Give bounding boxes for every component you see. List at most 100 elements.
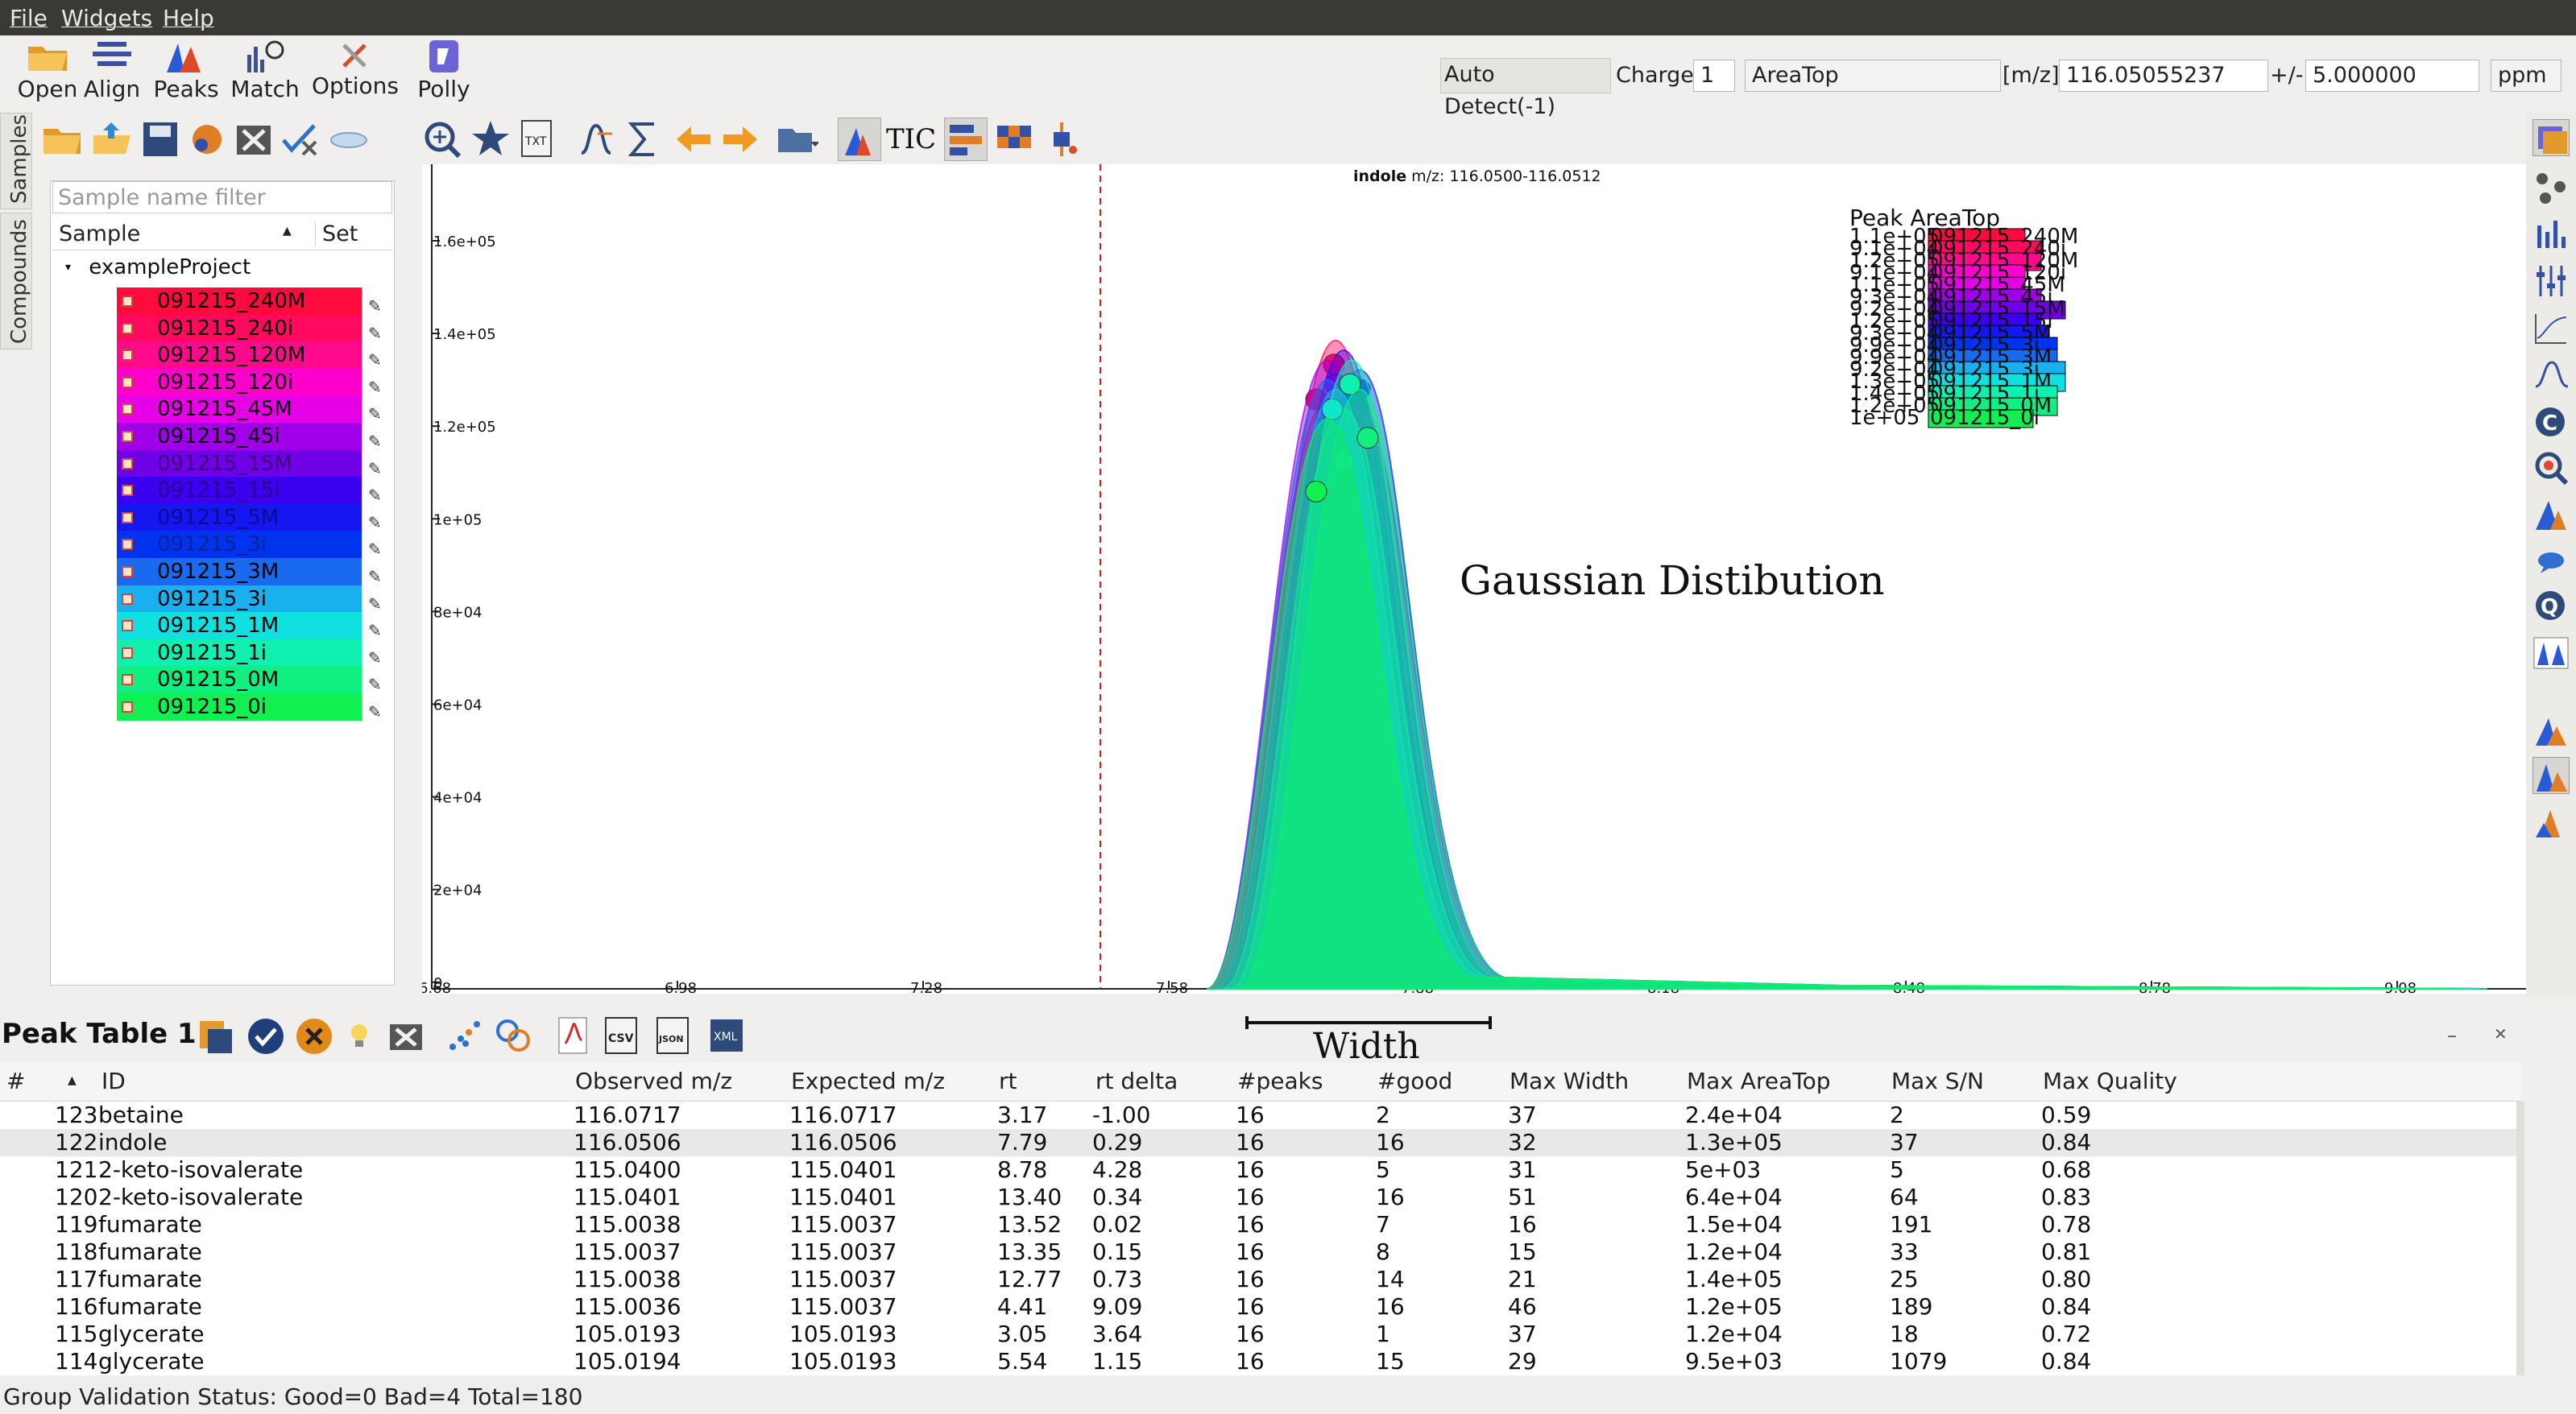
export-xml-icon[interactable]: XML bbox=[706, 1016, 748, 1056]
ppm-tolerance-input[interactable]: 5.000000 bbox=[2305, 60, 2479, 92]
project-tree-node[interactable]: ▾ exampleProject bbox=[65, 255, 251, 279]
col-rt-delta[interactable]: rt delta bbox=[1095, 1068, 1178, 1094]
sample-item[interactable]: 091215_240i ✎ bbox=[117, 314, 382, 343]
menu-help[interactable]: Help bbox=[163, 5, 214, 31]
sample-checkbox[interactable] bbox=[122, 431, 133, 442]
sample-item[interactable]: 091215_120i ✎ bbox=[117, 368, 382, 397]
table-row[interactable]: 118 fumarate 115.0037 115.0037 13.35 0.15 16 8 1… bbox=[0, 1238, 2521, 1266]
mark-bad-icon[interactable] bbox=[293, 1016, 335, 1056]
sample-checkbox[interactable] bbox=[122, 593, 133, 605]
col-id[interactable]: ID bbox=[101, 1068, 126, 1094]
arrow-left-icon[interactable] bbox=[672, 118, 715, 161]
table-row[interactable]: 117 fumarate 115.0038 115.0037 12.77 0.73 16 14… bbox=[0, 1266, 2521, 1293]
lens-icon[interactable] bbox=[327, 118, 371, 161]
col-max-areatop[interactable]: Max AreaTop bbox=[1687, 1068, 1831, 1094]
sample-item[interactable]: 091215_15M ✎ bbox=[117, 449, 382, 478]
edit-pencil-icon[interactable]: ✎ bbox=[368, 486, 382, 506]
edit-pencil-icon[interactable]: ✎ bbox=[368, 567, 382, 586]
tab-samples[interactable]: Samples bbox=[0, 113, 32, 209]
match-button[interactable]: Match bbox=[221, 39, 309, 111]
edit-pencil-icon[interactable]: ✎ bbox=[368, 458, 382, 478]
export-txt-icon[interactable]: TXT bbox=[516, 118, 559, 161]
sample-item[interactable]: 091215_45M ✎ bbox=[117, 395, 382, 424]
table-row[interactable]: 115 glycerate 105.0193 105.0193 3.05 3.64 16 1 3… bbox=[0, 1321, 2521, 1348]
sample-checkbox[interactable] bbox=[122, 620, 133, 632]
auto-detect-button[interactable]: Auto Detect(-1) bbox=[1440, 58, 1611, 119]
sample-item[interactable]: 091215_45i ✎ bbox=[117, 423, 382, 451]
peaks-button[interactable]: Peaks bbox=[142, 39, 230, 111]
table-row[interactable]: 122 indole 116.0506 116.0506 7.79 0.29 16 16 32 1… bbox=[0, 1129, 2521, 1156]
sample-checkbox[interactable] bbox=[122, 403, 133, 416]
edit-pencil-icon[interactable]: ✎ bbox=[368, 296, 382, 316]
export-pdf-icon[interactable] bbox=[553, 1016, 594, 1056]
sample-checkbox[interactable] bbox=[122, 539, 133, 551]
edit-pencil-icon[interactable]: ✎ bbox=[368, 540, 382, 560]
col-max-quality[interactable]: Max Quality bbox=[2043, 1068, 2177, 1094]
show-eic-toggle-icon[interactable] bbox=[838, 118, 881, 161]
col-max-sn[interactable]: Max S/N bbox=[1891, 1068, 1984, 1094]
compare-peaks-icon[interactable] bbox=[2533, 635, 2570, 672]
sum-icon[interactable] bbox=[622, 118, 665, 161]
heatmap-icon[interactable] bbox=[992, 118, 1036, 161]
sample-checkbox[interactable] bbox=[122, 457, 133, 469]
sample-item[interactable]: 091215_3i ✎ bbox=[117, 531, 382, 559]
sample-item[interactable]: 091215_3M ✎ bbox=[117, 558, 382, 586]
sample-checkbox[interactable] bbox=[122, 566, 133, 577]
sample-checkbox[interactable] bbox=[122, 674, 133, 686]
sample-item[interactable]: 091215_3i ✎ bbox=[117, 585, 382, 614]
zoom-reset-icon[interactable] bbox=[420, 118, 464, 161]
sample-name-filter-input[interactable]: Sample name filter bbox=[52, 181, 392, 213]
panel-icon[interactable] bbox=[2533, 119, 2570, 156]
column-set[interactable]: Set bbox=[315, 221, 358, 246]
search-compound-icon[interactable] bbox=[2533, 449, 2570, 486]
remove-bad-icon[interactable] bbox=[232, 118, 275, 161]
col-index[interactable]: # bbox=[6, 1068, 26, 1094]
ppm-unit-select[interactable]: ppm bbox=[2491, 60, 2562, 92]
column-sample[interactable]: Sample bbox=[59, 221, 141, 246]
align-button[interactable]: Align bbox=[68, 39, 156, 111]
edit-pencil-icon[interactable]: ✎ bbox=[368, 675, 382, 695]
chat-icon[interactable] bbox=[2533, 543, 2570, 580]
isotope-c13-icon[interactable]: C bbox=[2533, 403, 2570, 440]
edit-pencil-icon[interactable]: ✎ bbox=[368, 377, 382, 397]
sample-item[interactable]: 091215_240M ✎ bbox=[117, 287, 382, 316]
edit-pencil-icon[interactable]: ✎ bbox=[368, 621, 382, 641]
close-icon[interactable]: ✕ bbox=[2494, 1024, 2508, 1044]
peaks-overlay-icon[interactable] bbox=[2533, 354, 2570, 391]
sliders-icon[interactable] bbox=[2533, 263, 2570, 300]
sample-item[interactable]: 091215_15i ✎ bbox=[117, 477, 382, 505]
scatter-plot-icon[interactable] bbox=[445, 1016, 487, 1056]
sample-checkbox[interactable] bbox=[122, 376, 133, 388]
table-row[interactable]: 116 fumarate 115.0036 115.0037 4.41 9.09 16 16 4… bbox=[0, 1293, 2521, 1321]
open-button[interactable]: Open bbox=[3, 39, 92, 111]
tic-toggle[interactable]: TIC bbox=[886, 123, 937, 155]
edit-pencil-icon[interactable]: ✎ bbox=[368, 512, 382, 532]
load-project-icon[interactable] bbox=[90, 118, 134, 161]
check-icon[interactable] bbox=[279, 118, 322, 161]
box-plot-icon[interactable] bbox=[1041, 118, 1084, 161]
fragmentation-icon[interactable] bbox=[2533, 496, 2570, 533]
table-row[interactable]: 121 2-keto-isovalerate 115.0400 115.0401 8.7… bbox=[0, 1156, 2521, 1184]
col-peaks[interactable]: #peaks bbox=[1237, 1068, 1323, 1094]
sample-checkbox[interactable] bbox=[122, 485, 133, 497]
edit-pencil-icon[interactable]: ✎ bbox=[368, 323, 382, 343]
arrow-right-icon[interactable] bbox=[719, 118, 762, 161]
col-good[interactable]: #good bbox=[1377, 1068, 1453, 1094]
polly-button[interactable]: Polly bbox=[400, 39, 488, 111]
edit-pencil-icon[interactable]: ✎ bbox=[368, 647, 382, 668]
export-json-icon[interactable]: JSON bbox=[652, 1016, 694, 1056]
table-row[interactable]: 119 fumarate 115.0038 115.0037 13.52 0.02 16 7 1… bbox=[0, 1211, 2521, 1238]
sample-checkbox[interactable] bbox=[122, 296, 133, 307]
sample-item[interactable]: 091215_120M ✎ bbox=[117, 341, 382, 370]
tab-compounds[interactable]: Compounds bbox=[0, 213, 32, 349]
sample-checkbox[interactable] bbox=[122, 322, 133, 334]
quant-q-icon[interactable]: Q bbox=[2533, 588, 2570, 625]
sample-item[interactable]: 091215_5M ✎ bbox=[117, 503, 382, 532]
mz-input[interactable]: 116.05055237 bbox=[2059, 60, 2268, 92]
integral-icon[interactable] bbox=[574, 118, 617, 161]
light-bulb-icon[interactable] bbox=[343, 1016, 375, 1056]
col-rt[interactable]: rt bbox=[999, 1068, 1017, 1094]
edit-pencil-icon[interactable]: ✎ bbox=[368, 404, 382, 424]
peak-shape-third-icon[interactable] bbox=[2533, 804, 2570, 841]
minimize-icon[interactable]: – bbox=[2447, 1024, 2457, 1047]
